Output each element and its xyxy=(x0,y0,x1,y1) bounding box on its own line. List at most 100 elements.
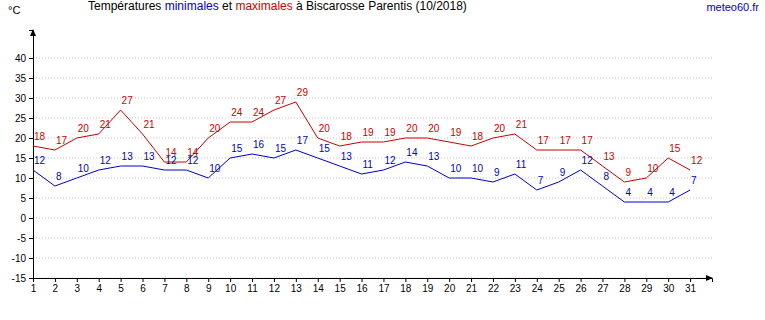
data-label: 10 xyxy=(472,163,484,174)
x-tick-label: 30 xyxy=(663,283,675,294)
y-axis-title: °C xyxy=(8,4,20,16)
data-label: 14 xyxy=(406,147,418,158)
y-tick: 35 xyxy=(15,73,33,84)
grid-line xyxy=(33,58,712,59)
data-label: 20 xyxy=(494,123,506,134)
grid-line xyxy=(33,78,712,79)
x-tick-label: 21 xyxy=(466,283,478,294)
x-tick-line xyxy=(559,278,560,282)
x-tick-line xyxy=(77,278,78,282)
y-tick-line xyxy=(29,158,33,159)
x-tick-label: 6 xyxy=(140,283,146,294)
x-tick: 10 xyxy=(225,278,237,294)
y-tick: -5 xyxy=(17,233,33,244)
data-label: 21 xyxy=(144,119,156,130)
plot-area xyxy=(33,102,690,202)
y-tick-label: 40 xyxy=(15,53,27,64)
x-tick: 12 xyxy=(269,278,281,294)
x-tick-line xyxy=(449,278,450,282)
x-tick-line xyxy=(55,278,56,282)
data-label: 12 xyxy=(100,155,112,166)
x-tick-label: 17 xyxy=(378,283,390,294)
data-label: 10 xyxy=(209,163,221,174)
data-label: 13 xyxy=(144,151,156,162)
x-tick: 27 xyxy=(597,278,609,294)
y-tick-line xyxy=(29,218,33,219)
x-axis: 1234567891011121314151617181920212223242… xyxy=(31,278,713,294)
x-tick-line xyxy=(383,278,384,282)
x-tick: 16 xyxy=(356,278,368,294)
data-label: 4 xyxy=(647,187,653,198)
grid-line xyxy=(33,198,712,199)
data-label: 16 xyxy=(253,139,265,150)
x-tick-label: 15 xyxy=(335,283,347,294)
x-tick-label: 8 xyxy=(184,283,190,294)
x-axis-line xyxy=(34,279,713,283)
x-tick: 24 xyxy=(532,278,544,294)
x-axis-arrow xyxy=(706,275,713,281)
y-tick: -10 xyxy=(12,253,33,264)
data-label: 9 xyxy=(494,167,500,178)
x-tick: 20 xyxy=(444,278,456,294)
x-tick-line xyxy=(646,278,647,282)
data-label: 15 xyxy=(319,143,331,154)
data-label: 24 xyxy=(253,107,265,118)
x-tick-line xyxy=(515,278,516,282)
data-label: 12 xyxy=(384,155,396,166)
x-tick-line xyxy=(164,278,165,282)
y-tick-label: 5 xyxy=(20,193,26,204)
y-tick: 0 xyxy=(20,213,33,224)
x-tick: 15 xyxy=(335,278,347,294)
x-tick-line xyxy=(493,278,494,282)
data-label: 14 xyxy=(187,147,199,158)
x-tick: 4 xyxy=(96,278,102,294)
data-label: 14 xyxy=(165,147,177,158)
data-label: 9 xyxy=(560,167,566,178)
data-label: 9 xyxy=(625,167,631,178)
x-tick-line xyxy=(252,278,253,282)
x-tick: 14 xyxy=(313,278,325,294)
y-tick-line xyxy=(29,198,33,199)
x-tick: 1 xyxy=(31,278,37,294)
y-tick-label: 30 xyxy=(15,93,27,104)
x-tick: 5 xyxy=(118,278,124,294)
series-line xyxy=(33,102,690,182)
x-tick-label: 5 xyxy=(118,283,124,294)
source: meteo60.fr xyxy=(706,1,759,13)
x-tick-label: 28 xyxy=(619,283,631,294)
x-tick-line xyxy=(362,278,363,282)
x-tick-label: 20 xyxy=(444,283,456,294)
y-tick-line xyxy=(29,78,33,79)
data-label: 20 xyxy=(78,123,90,134)
x-tick-label: 13 xyxy=(291,283,303,294)
data-label: 27 xyxy=(275,95,287,106)
data-label: 20 xyxy=(209,123,221,134)
x-tick-label: 14 xyxy=(313,283,325,294)
x-tick: 28 xyxy=(619,278,631,294)
title-word: et xyxy=(222,0,235,13)
title: Températures minimales et maximales à Bi… xyxy=(88,0,467,13)
x-tick: 6 xyxy=(140,278,146,294)
data-label: 11 xyxy=(363,159,374,170)
x-tick-line xyxy=(668,278,669,282)
data-label: 8 xyxy=(56,171,62,182)
data-label: 11 xyxy=(516,159,527,170)
y-tick: 10 xyxy=(15,173,33,184)
y-tick-label: -15 xyxy=(12,273,27,284)
x-tick-line xyxy=(624,278,625,282)
x-tick: 31 xyxy=(685,278,697,294)
x-tick-line xyxy=(581,278,582,282)
x-tick-label: 31 xyxy=(685,283,697,294)
y-tick-label: 20 xyxy=(15,133,27,144)
grid-line xyxy=(33,118,712,119)
data-label: 29 xyxy=(297,87,309,98)
x-tick: 22 xyxy=(488,278,500,294)
x-tick: 3 xyxy=(75,278,81,294)
data-label: 17 xyxy=(538,135,550,146)
data-label: 15 xyxy=(275,143,287,154)
x-tick-line xyxy=(143,278,144,282)
data-label: 10 xyxy=(450,163,462,174)
data-label: 21 xyxy=(516,119,528,130)
x-tick-label: 26 xyxy=(576,283,588,294)
y-tick-line xyxy=(29,278,33,279)
